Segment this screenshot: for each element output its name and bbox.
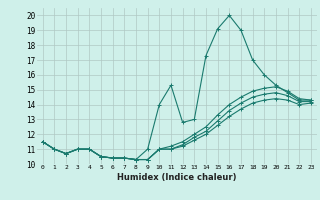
X-axis label: Humidex (Indice chaleur): Humidex (Indice chaleur) (117, 173, 236, 182)
